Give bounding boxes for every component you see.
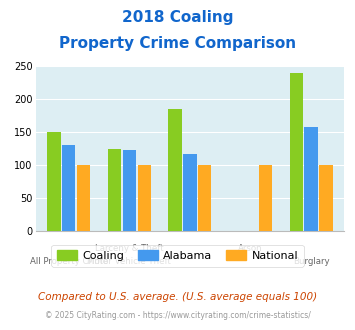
Text: Larceny & Theft: Larceny & Theft [95, 244, 164, 253]
Text: All Property Crime: All Property Crime [30, 257, 108, 266]
Bar [123, 150, 136, 231]
Text: Property Crime Comparison: Property Crime Comparison [59, 36, 296, 51]
Text: Motor Vehicle Theft: Motor Vehicle Theft [87, 257, 171, 266]
Legend: Coaling, Alabama, National: Coaling, Alabama, National [51, 245, 304, 267]
Text: © 2025 CityRating.com - https://www.cityrating.com/crime-statistics/: © 2025 CityRating.com - https://www.city… [45, 311, 310, 320]
Bar [47, 132, 61, 231]
Bar [62, 145, 76, 231]
Text: Burglary: Burglary [293, 257, 329, 266]
Text: Arson: Arson [238, 244, 263, 253]
Text: 2018 Coaling: 2018 Coaling [122, 10, 233, 25]
Bar [168, 109, 182, 231]
Bar [259, 165, 272, 231]
Bar [319, 165, 333, 231]
Bar [304, 127, 318, 231]
Bar [290, 73, 303, 231]
Bar [137, 165, 151, 231]
Bar [183, 154, 197, 231]
Text: Compared to U.S. average. (U.S. average equals 100): Compared to U.S. average. (U.S. average … [38, 292, 317, 302]
Bar [77, 165, 90, 231]
Bar [198, 165, 212, 231]
Bar [108, 148, 121, 231]
